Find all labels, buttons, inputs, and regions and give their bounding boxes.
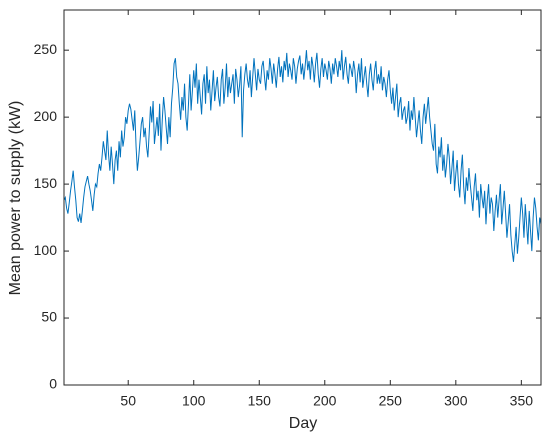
x-tick-label: 150 bbox=[248, 393, 272, 409]
x-tick-label: 300 bbox=[444, 393, 468, 409]
y-tick-label: 250 bbox=[34, 41, 58, 57]
x-tick-label: 350 bbox=[510, 393, 534, 409]
x-tick-label: 250 bbox=[379, 393, 403, 409]
y-tick-label: 50 bbox=[41, 309, 57, 325]
plot-frame bbox=[63, 9, 542, 386]
data-line bbox=[63, 50, 542, 262]
y-tick-label: 0 bbox=[49, 376, 57, 392]
x-tick-label: 200 bbox=[313, 393, 337, 409]
y-tick-label: 200 bbox=[34, 108, 58, 124]
x-tick-label: 50 bbox=[120, 393, 136, 409]
x-tick-label: 100 bbox=[182, 393, 206, 409]
y-tick-label: 100 bbox=[34, 242, 58, 258]
y-axis-label: Mean power to supply (kW) bbox=[7, 101, 24, 296]
x-axis-label: Day bbox=[289, 415, 317, 432]
y-tick-label: 150 bbox=[34, 175, 58, 191]
